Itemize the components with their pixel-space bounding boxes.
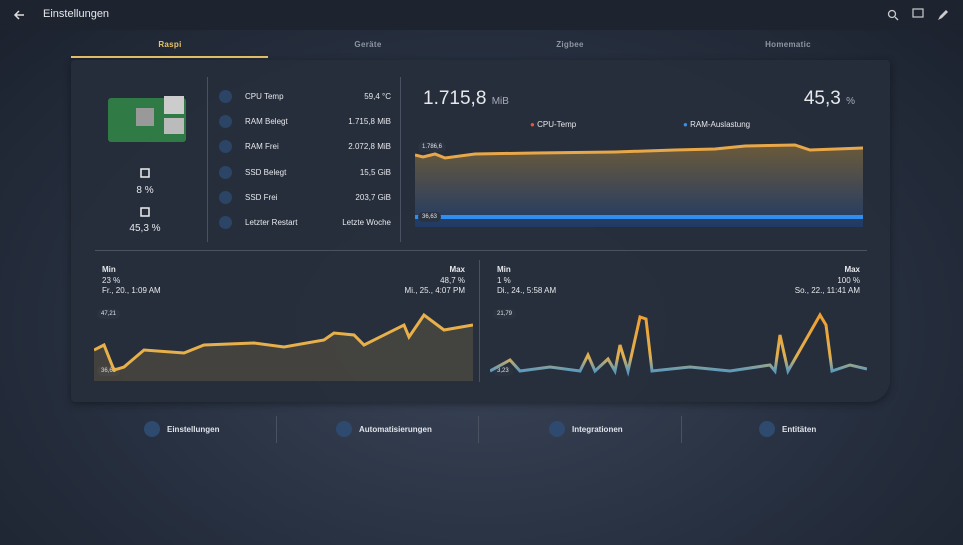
sensor-label: CPU Temp — [245, 92, 284, 101]
divider — [207, 77, 208, 242]
stat-max: Mi., 25., 4:07 PM — [404, 286, 465, 295]
stat-max: Max — [844, 265, 860, 274]
stat-max: 48,7 % — [440, 276, 465, 285]
sensor-icon — [219, 115, 232, 129]
ram-history-chart — [490, 312, 867, 377]
legend-label: CPU-Temp — [537, 120, 577, 129]
header: Einstellungen — [0, 0, 963, 30]
footer-icon — [336, 421, 352, 437]
cpu-history-chart — [94, 312, 473, 381]
stat-min: 1 % — [497, 276, 511, 285]
ram-number: 1.715,8 — [423, 88, 487, 109]
stat-max: 100 % — [837, 276, 860, 285]
cpu-unit: % — [846, 96, 855, 107]
ram-load: 45,3 % — [129, 223, 161, 234]
chart-top-label: 1.786,6 — [418, 142, 447, 152]
stat-max: Max — [449, 265, 465, 274]
footer-button[interactable]: Integrationen — [572, 425, 623, 434]
sensor-value: 15,5 GiB — [359, 167, 391, 177]
footer-icon — [549, 421, 565, 437]
sensor-value: 203,7 GiB — [355, 192, 391, 202]
header-title: Einstellungen — [43, 8, 110, 20]
footer-button[interactable]: Automatisierungen — [359, 425, 432, 434]
sensor-icon — [219, 216, 232, 229]
footer-icon — [144, 421, 160, 437]
sensor-value: 2.072,8 MiB — [348, 142, 391, 152]
sensor-icon — [219, 190, 232, 204]
tab[interactable]: Geräte — [354, 40, 382, 49]
chart-top-label: 47,21 — [97, 309, 121, 319]
sensor-value: Letzte Woche — [342, 218, 391, 227]
ram-unit: MiB — [491, 96, 509, 107]
cpu-icon — [140, 168, 150, 178]
legend-item[interactable]: ● CPU-Temp — [530, 120, 577, 129]
stat-min: Fr., 20., 1:09 AM — [102, 286, 161, 295]
sensor-label: RAM Belegt — [245, 117, 288, 127]
header-actions[interactable] — [886, 8, 956, 22]
cpu-value: 45,3 % — [760, 88, 855, 110]
chart-bottom-label: 3,23 — [493, 366, 513, 376]
cpu-number: 45,3 — [803, 88, 841, 109]
ram-value: 1.715,8 MiB — [423, 88, 509, 110]
divider — [478, 416, 479, 443]
stat-min: 23 % — [102, 276, 121, 285]
back-button[interactable] — [12, 8, 26, 22]
divider — [479, 260, 480, 382]
footer-button[interactable]: Entitäten — [782, 425, 817, 434]
chart-bottom-label: 36,63 — [97, 366, 121, 376]
stat-min: Min — [102, 265, 116, 274]
divider — [95, 250, 867, 251]
divider — [681, 416, 682, 443]
sensor-value: 59,4 °C — [364, 92, 391, 101]
tab[interactable]: Homematic — [765, 40, 811, 49]
cpu-load: 8 % — [136, 185, 154, 196]
chart-top-label: 21,79 — [493, 309, 517, 319]
sensor-icon — [219, 140, 232, 154]
footer-icon — [759, 421, 775, 437]
legend-label: RAM-Auslastung — [690, 120, 751, 129]
device-image — [108, 96, 186, 142]
stat-min: Min — [497, 265, 511, 274]
sensor-label: Letzter Restart — [245, 218, 298, 227]
footer-button[interactable]: Einstellungen — [167, 425, 220, 434]
sensor-label: SSD Belegt — [245, 167, 287, 177]
legend-item[interactable]: ● RAM-Auslastung — [683, 120, 751, 129]
tab[interactable]: Raspi — [158, 40, 182, 49]
chart-bottom-label: 36,63 — [418, 212, 442, 222]
stat-max: So., 22., 11:41 AM — [794, 286, 860, 295]
sensor-icon — [219, 165, 232, 179]
main-chart — [415, 143, 863, 227]
sensor-label: RAM Frei — [245, 142, 279, 152]
sensor-value: 1.715,8 MiB — [348, 117, 391, 127]
sensor-label: SSD Frei — [245, 192, 278, 202]
divider — [400, 77, 401, 242]
divider — [276, 416, 277, 443]
tab-indicator — [71, 56, 268, 58]
sensor-icon — [219, 90, 232, 103]
tab[interactable]: Zigbee — [556, 40, 584, 49]
stat-min: Di., 24., 5:58 AM — [497, 286, 557, 295]
ram-icon — [140, 207, 150, 217]
